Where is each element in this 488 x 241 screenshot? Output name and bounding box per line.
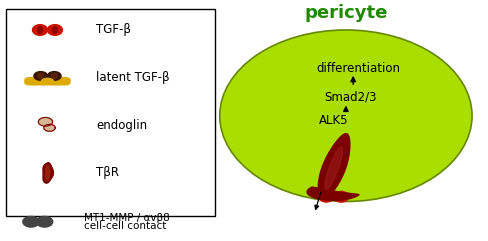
Ellipse shape	[23, 216, 39, 227]
Ellipse shape	[53, 27, 57, 33]
Text: TβR: TβR	[96, 166, 119, 179]
Ellipse shape	[334, 191, 349, 202]
FancyBboxPatch shape	[25, 78, 70, 85]
Text: endoglin: endoglin	[96, 119, 147, 132]
Text: Smad2/3: Smad2/3	[325, 90, 377, 103]
Ellipse shape	[52, 73, 57, 79]
Text: TGF-β: TGF-β	[96, 23, 131, 36]
FancyBboxPatch shape	[6, 8, 215, 216]
Ellipse shape	[34, 72, 47, 80]
Ellipse shape	[47, 72, 61, 80]
Text: cell-cell contact: cell-cell contact	[84, 221, 166, 231]
Polygon shape	[325, 147, 343, 189]
Polygon shape	[318, 134, 350, 199]
Ellipse shape	[220, 30, 472, 201]
Text: latent TGF-β: latent TGF-β	[96, 71, 170, 84]
Text: differentiation: differentiation	[316, 62, 400, 75]
Ellipse shape	[319, 191, 334, 202]
Ellipse shape	[41, 78, 54, 84]
Ellipse shape	[38, 27, 42, 33]
Ellipse shape	[324, 193, 329, 200]
Polygon shape	[45, 166, 49, 180]
Polygon shape	[39, 117, 53, 126]
Polygon shape	[44, 124, 55, 131]
Ellipse shape	[38, 73, 43, 79]
Text: pericyte: pericyte	[304, 4, 387, 22]
Polygon shape	[307, 187, 359, 200]
Text: ALK5: ALK5	[319, 114, 349, 127]
Ellipse shape	[339, 193, 344, 200]
Ellipse shape	[47, 25, 62, 35]
Polygon shape	[43, 163, 53, 183]
Ellipse shape	[33, 25, 47, 35]
Text: MT1-MMP / αvβ8: MT1-MMP / αvβ8	[84, 213, 170, 223]
Ellipse shape	[37, 216, 53, 227]
